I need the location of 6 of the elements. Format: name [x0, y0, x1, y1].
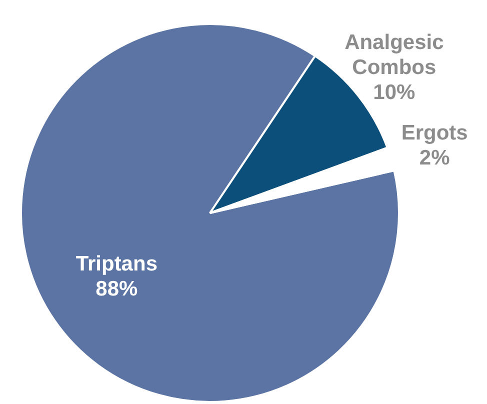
data-label: 88% [96, 278, 138, 301]
slice-label: Ergots [401, 121, 468, 144]
slice-label: Triptans [76, 252, 158, 276]
data-label: 2% [419, 146, 450, 170]
data-label: 10% [373, 80, 416, 104]
slice-label: Analgesic Combos [344, 30, 444, 79]
